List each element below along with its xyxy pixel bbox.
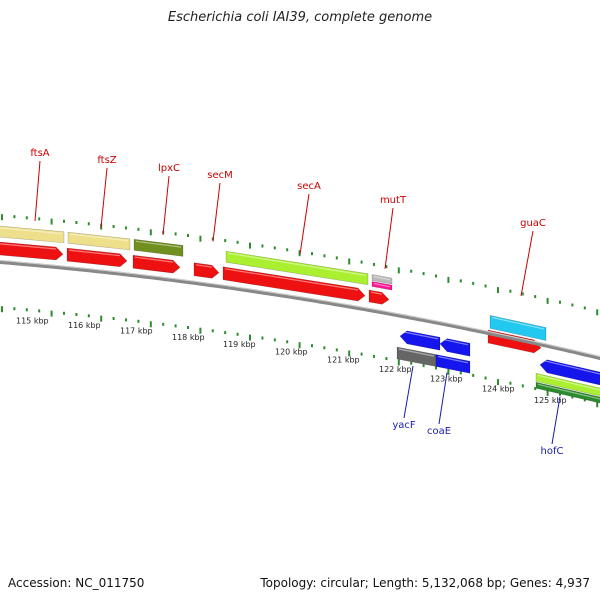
scale-label: 120 kbp: [275, 347, 308, 356]
ftsA-cds-shine: [0, 243, 57, 250]
top-gene-leader: [34, 160, 41, 222]
top-gene-leader: [299, 193, 310, 255]
top-gene-label: ftsA: [30, 148, 49, 159]
top-gene-leader: [520, 230, 534, 297]
scale-label: 117 kbp: [120, 327, 153, 336]
accession-text: Accession: NC_011750: [8, 576, 145, 590]
backbone-highlight: [0, 259, 600, 358]
top-gene-label: mutT: [380, 195, 407, 206]
mutT-gene-shine: [373, 275, 391, 281]
hofC-gene-edge: [535, 381, 600, 404]
coaE-cds-shine: [441, 338, 469, 346]
scale-label: 122 kbp: [379, 365, 412, 374]
backbone: [0, 259, 600, 361]
scale-label: 115 kbp: [16, 316, 49, 325]
lpxC-gene-shine: [135, 240, 182, 248]
yacF-cds-shine: [401, 331, 439, 340]
mutT-cds-mark: [371, 281, 393, 291]
coaE-gene-shine: [437, 355, 469, 364]
secA-cds-shine: [224, 268, 359, 291]
mutT-cds-shine: [370, 291, 383, 295]
lpxC-gene: [133, 238, 184, 257]
guaC-gene: [489, 315, 547, 341]
ftsA-cds: [0, 241, 64, 261]
top-gene-label: lpxC: [158, 163, 180, 174]
mutT-cds: [368, 289, 390, 305]
hofC-cds: [539, 359, 600, 386]
secM-cds: [193, 262, 220, 279]
lpxC-cds: [132, 254, 181, 274]
scale-label: 124 kbp: [482, 385, 515, 394]
bottom-gene-leader: [438, 372, 448, 425]
top-gene-label: secM: [207, 170, 233, 181]
secA-gene: [225, 250, 369, 286]
hofC-gene: [535, 372, 600, 397]
top-gene-leader: [212, 182, 221, 242]
ftsZ-gene-shine: [69, 233, 129, 242]
mutT-cds-mark-shine: [373, 282, 391, 288]
map-title: Escherichia coli IAI39, complete genome: [167, 10, 433, 25]
secM-cds-shine: [195, 264, 213, 268]
scale-labels: 115 kbp 116 kbp 117 kbp 118 kbp 119 kbp 120 k…: [16, 316, 567, 405]
backbone-line: [0, 259, 600, 361]
top-gene-leader: [100, 167, 108, 228]
scale-label: 125 kbp: [534, 396, 567, 405]
scale-label: 118 kbp: [172, 333, 205, 342]
lpxC-cds-shine: [134, 256, 174, 263]
bottom-gene-label: coaE: [427, 426, 451, 437]
ftsA-gene-shine: [0, 227, 63, 235]
summary-text: Topology: circular; Length: 5,132,068 bp…: [260, 576, 590, 590]
mutT-gene: [371, 274, 393, 285]
ftsA-gene: [0, 225, 65, 244]
feature-track: [0, 225, 600, 404]
scale-label: 119 kbp: [223, 340, 256, 349]
coaE-gene: [435, 354, 471, 374]
hofC-gene-edge-shine: [537, 383, 600, 400]
bottom-gene-label: hofC: [541, 446, 564, 457]
hofC-gene-shine: [537, 374, 600, 391]
top-gene-leader: [162, 175, 170, 235]
scale-label: 121 kbp: [327, 356, 360, 365]
bottom-gene-label: yacF: [392, 420, 416, 431]
yacF-gene-shine: [398, 348, 435, 357]
ftsZ-cds-shine: [68, 249, 121, 257]
yacF-cds: [399, 330, 441, 351]
secA-gene-shine: [227, 252, 367, 276]
top-gene-label: ftsZ: [97, 155, 116, 166]
top-gene-label: secA: [297, 181, 321, 192]
gene-labels: ftsA ftsZ lpxC secM secA mutT guaC yacF coaE hofC: [30, 148, 563, 457]
ftsZ-gene: [67, 231, 131, 251]
top-gene-leader: [384, 207, 394, 269]
scale-label: 116 kbp: [68, 321, 101, 330]
bottom-gene-leader: [551, 396, 561, 445]
top-tick-track: [1, 214, 599, 316]
guaC-gene-shine: [491, 316, 545, 330]
ftsZ-cds: [66, 247, 128, 268]
top-gene-label: guaC: [520, 218, 546, 229]
coaE-cds: [439, 338, 471, 357]
bottom-gene-leader: [403, 365, 414, 419]
secA-cds: [222, 266, 366, 302]
hofC-cds-shine: [541, 359, 600, 375]
